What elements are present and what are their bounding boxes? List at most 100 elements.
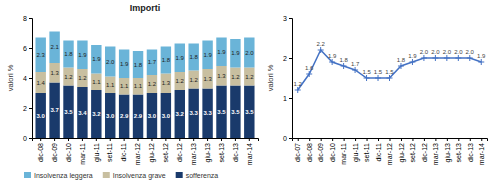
data-label: 1.8 [397, 57, 406, 63]
tick-mark [481, 138, 482, 141]
legend-label: Insolvenza leggera [34, 172, 93, 180]
bar-segment [105, 93, 115, 138]
bar-segment [35, 72, 45, 93]
chart-canvas: 02468valori %3.03.73.53.43.23.02.92.93.0… [0, 0, 493, 184]
bar-segment [175, 90, 185, 138]
y-axis-title: valori % [266, 64, 275, 91]
data-label: 1.9 [203, 52, 212, 58]
data-label: 1.2 [148, 81, 157, 87]
data-label: 2.0 [106, 59, 115, 65]
bar-segment [63, 86, 73, 139]
x-tick: set-13 [218, 138, 225, 162]
data-label: 2.0 [420, 49, 429, 55]
marker [432, 55, 438, 61]
x-tick: set-12 [162, 138, 169, 162]
tick-mark [458, 138, 459, 141]
tick-label: 3 [283, 15, 287, 22]
tick-label: mar-11 [340, 143, 347, 165]
data-label: 1.5 [385, 69, 394, 75]
tick-label: dic-10 [329, 143, 336, 162]
bar-segment [133, 78, 143, 95]
y-tick: 2 [23, 105, 32, 112]
data-label: 1.4 [37, 80, 46, 86]
data-label: 1.2 [64, 74, 73, 80]
tick-mark [321, 138, 322, 141]
data-label: 2.0 [454, 49, 463, 55]
tick-label: dic-12 [421, 143, 428, 162]
tick-label: 0 [23, 135, 27, 142]
y-axis-title: valori % [6, 64, 15, 91]
marker [478, 59, 484, 65]
bar-segment [133, 95, 143, 139]
data-label: 3.5 [64, 109, 73, 115]
tick-label: dic-13 [467, 143, 474, 162]
data-label: 1.3 [50, 70, 59, 76]
data-labels: 1.21.62.21.91.81.71.51.51.51.81.92.02.02… [294, 41, 487, 87]
y-tick: 8 [23, 15, 32, 22]
x-tick: mar-11 [79, 138, 86, 165]
tick-label: giu-11 [352, 143, 360, 162]
bar-segment [161, 74, 171, 94]
bar-segment [133, 51, 143, 78]
tick-mark [447, 138, 448, 141]
tick-label: 2 [283, 55, 287, 62]
bar-segment [35, 38, 45, 73]
bar-segment [230, 68, 240, 86]
tick-mark [29, 78, 32, 79]
tick-label: dic-13 [232, 143, 239, 162]
data-label: 1.8 [190, 54, 199, 60]
bar-segment [91, 74, 101, 91]
data-label: 3.5 [217, 109, 226, 115]
tick-label: giu-11 [93, 143, 101, 162]
tick-label: dic-12 [176, 143, 183, 162]
data-label: 2.1 [50, 44, 59, 50]
y-axis: 02468 [23, 15, 32, 142]
x-tick: dic-10 [329, 138, 336, 162]
tick-label: mar-13 [432, 143, 439, 165]
data-label: 1.8 [339, 57, 348, 63]
bar-segment [77, 87, 87, 138]
bar-segment [230, 39, 240, 68]
data-label: 2.2 [317, 41, 326, 47]
tick-mark [367, 138, 368, 141]
bar-segment [161, 47, 171, 74]
bar-segment [216, 38, 226, 67]
y-tick: 0 [283, 135, 292, 142]
tick-mark [138, 138, 139, 141]
tick-mark [309, 138, 310, 141]
tick-mark [54, 138, 55, 141]
data-label: 1.1 [106, 82, 115, 88]
tick-mark [179, 138, 180, 141]
bar-segment [147, 93, 157, 138]
bar-segment [216, 66, 226, 86]
bar-segment [147, 50, 157, 76]
tick-label: mar-13 [190, 143, 197, 165]
tick-mark [82, 138, 83, 141]
marker [295, 87, 301, 93]
data-label: 3.3 [190, 110, 199, 116]
marker [364, 75, 370, 81]
tick-mark [124, 138, 125, 141]
legend-label: Insolvenza grave [113, 172, 166, 180]
data-label: 1.1 [120, 83, 129, 89]
data-label: 3.3 [203, 110, 212, 116]
bar-segment [188, 71, 198, 89]
marker [455, 55, 461, 61]
data-label: 1.1 [92, 79, 101, 85]
data-label: 1.9 [120, 61, 129, 67]
bar-segment [105, 77, 115, 94]
data-label: 1.8 [134, 62, 143, 68]
x-tick: dic-13 [467, 138, 474, 162]
y-axis: 0123 [283, 15, 292, 142]
tick-mark [470, 138, 471, 141]
data-label: 3.0 [106, 113, 115, 119]
tick-label: dic-11 [120, 143, 127, 162]
data-label: 3.5 [231, 109, 240, 115]
tick-mark [221, 138, 222, 141]
tick-mark [289, 58, 292, 59]
data-label: 2.9 [120, 113, 129, 119]
tick-mark [29, 18, 32, 19]
data-label: 2.0 [245, 50, 254, 56]
tick-label: giu-13 [444, 143, 452, 163]
x-tick: set-11 [106, 138, 113, 162]
